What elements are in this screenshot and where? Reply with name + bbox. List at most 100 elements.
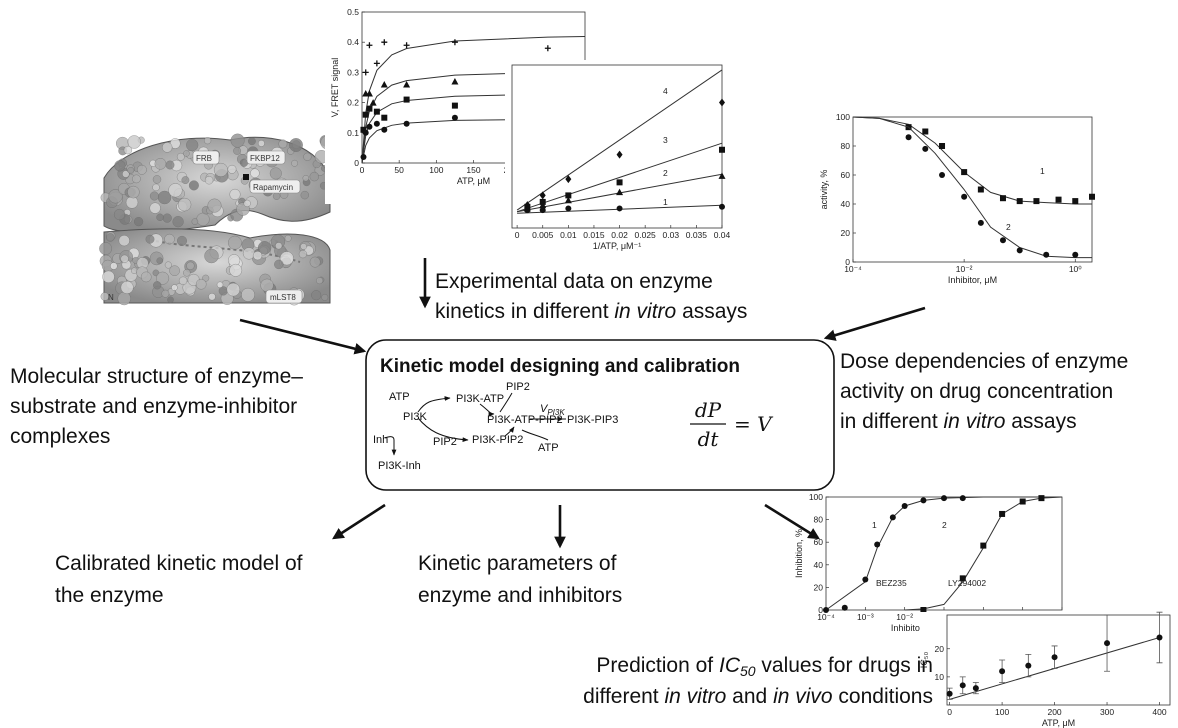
surface-bead xyxy=(164,233,175,245)
data-point xyxy=(841,604,848,611)
x-tick-label: 10⁻² xyxy=(896,612,913,622)
surface-bead xyxy=(118,235,130,247)
data-point xyxy=(1043,251,1050,258)
caption: in different in vitro assays xyxy=(840,410,1077,433)
x-tick-label: 10⁰ xyxy=(1069,264,1082,274)
data-point xyxy=(999,237,1006,244)
caption-text: 50 xyxy=(740,663,756,679)
fit-curve xyxy=(516,69,723,211)
species: PI3K-PIP2 xyxy=(472,434,523,446)
surface-bead xyxy=(177,197,192,212)
x-tick-label: 0.035 xyxy=(686,230,708,240)
reaction-arrow xyxy=(417,417,469,443)
x-tick-label: 10⁻³ xyxy=(857,612,874,622)
surface-bead xyxy=(233,146,242,155)
data-point xyxy=(451,77,459,85)
surface-bead xyxy=(99,242,113,256)
x-tick-label: 0.03 xyxy=(663,230,680,240)
species: ATP xyxy=(389,391,410,403)
structure-label: Rapamycin xyxy=(253,183,293,192)
surface-bead xyxy=(321,293,329,301)
flow-arrow xyxy=(764,503,820,540)
drug-label: LY294002 xyxy=(948,578,986,588)
data-point xyxy=(381,126,388,133)
surface-bead xyxy=(291,159,298,167)
label-box xyxy=(246,150,286,165)
surface-bead xyxy=(132,174,141,184)
surface-bead xyxy=(207,198,222,213)
y-tick-label: 40 xyxy=(841,199,851,209)
caption-text: Dose dependencies of enzyme xyxy=(840,350,1128,373)
surface-bead xyxy=(140,271,152,283)
surface-bead xyxy=(152,175,162,184)
data-point xyxy=(1019,498,1026,505)
surface-bead xyxy=(284,234,292,242)
caption-text: assays xyxy=(676,300,747,323)
surface-bead xyxy=(311,290,322,301)
x-tick-label: 10⁻⁴ xyxy=(844,264,862,274)
y-tick-label: 20 xyxy=(814,582,824,592)
data-point xyxy=(999,668,1006,675)
data-point xyxy=(403,42,410,49)
species: PI3K-Inh xyxy=(378,460,421,472)
data-point xyxy=(823,607,829,613)
y-axis-label: activity, % xyxy=(819,170,829,210)
surface-bead xyxy=(114,160,126,172)
data-point xyxy=(366,42,373,49)
data-point xyxy=(999,195,1006,202)
equation-rhs: = V xyxy=(734,412,774,436)
x-tick-label: 0.01 xyxy=(560,230,577,240)
data-point xyxy=(365,90,373,97)
surface-bead xyxy=(176,152,185,161)
chart-panel: 10⁻⁴10⁻³10⁻²10⁻¹10⁰10¹10²020406080100Inh… xyxy=(790,490,1070,633)
surface-bead xyxy=(186,261,195,270)
x-tick-label: 0.005 xyxy=(532,230,554,240)
caption-text: in vivo xyxy=(773,685,833,708)
surface-bead xyxy=(127,166,135,174)
surface-bead xyxy=(300,243,307,250)
x-axis-label: Inhibitor, μM xyxy=(948,275,997,285)
surface-bead xyxy=(253,251,263,261)
x-tick-label: 300 xyxy=(1100,707,1114,717)
data-point xyxy=(451,114,458,121)
y-tick-label: 80 xyxy=(814,515,824,525)
data-point xyxy=(451,102,458,109)
caption-text: Experimental data on enzyme xyxy=(435,270,713,293)
data-point xyxy=(874,541,881,548)
caption-text: in different xyxy=(840,410,944,433)
series-label: 4 xyxy=(663,86,668,96)
species: PIP2 xyxy=(506,381,530,393)
caption: Dose dependencies of enzyme xyxy=(840,350,1128,373)
chart-panel: 0 100 200 300 400 10 20 ATP, μM IC₅₀ xyxy=(919,611,1176,728)
surface-bead xyxy=(208,293,216,301)
surface-texture xyxy=(99,133,335,306)
plot-frame xyxy=(852,116,1093,263)
y-axis-label: IC₅₀ xyxy=(919,652,929,669)
surface-bead xyxy=(106,233,115,242)
surface-bead xyxy=(167,296,174,304)
fit-curve xyxy=(825,496,1062,611)
surface-bead xyxy=(172,216,184,228)
surface-bead xyxy=(149,191,159,201)
x-axis-label: 1/ATP, μM⁻¹ xyxy=(593,241,642,251)
caption: enzyme and inhibitors xyxy=(418,584,622,607)
data-point xyxy=(451,39,458,46)
model-frame xyxy=(365,339,835,491)
surface-bead xyxy=(120,280,134,294)
x-tick-label: 0.015 xyxy=(583,230,605,240)
data-point xyxy=(403,120,410,127)
data-point xyxy=(1025,662,1032,669)
x-tick-label: 0.04 xyxy=(714,230,731,240)
equation-denominator: dt xyxy=(698,427,720,451)
y-tick-label: 20 xyxy=(935,644,945,654)
surface-bead xyxy=(136,164,147,175)
surface-bead xyxy=(113,208,126,221)
reaction-arrow xyxy=(384,436,395,441)
x-axis-label: ATP, μM xyxy=(1042,718,1075,728)
data-point xyxy=(362,69,369,76)
data-point xyxy=(1038,495,1045,502)
data-point xyxy=(946,690,953,697)
species: ATP xyxy=(538,442,559,454)
data-point xyxy=(939,143,946,149)
y-tick-label: 0 xyxy=(845,257,850,267)
